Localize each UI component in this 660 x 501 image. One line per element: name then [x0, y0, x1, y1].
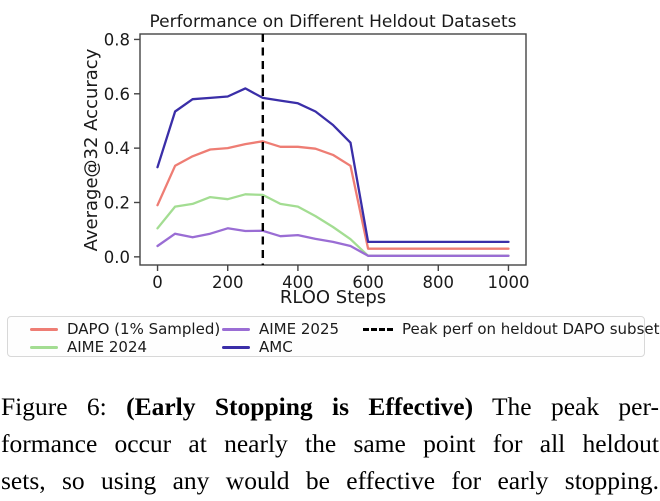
legend-entry-amc: AMC — [222, 338, 293, 356]
caption-figure-number: Figure 6: — [1, 392, 127, 421]
svg-text:0.6: 0.6 — [104, 85, 130, 104]
svg-text:800: 800 — [423, 273, 455, 292]
figure-caption: Figure 6: (Early Stopping is Effective) … — [1, 388, 659, 499]
legend-label-aime2024: AIME 2024 — [67, 338, 148, 356]
svg-text:0.8: 0.8 — [104, 30, 130, 49]
aime2024-line-sample-icon — [30, 345, 58, 349]
chart-title: Performance on Different Heldout Dataset… — [149, 12, 516, 32]
plot-area: 0 200 400 600 800 1000 0.0 0.2 0.4 0.6 0.8 — [104, 30, 530, 292]
dapo-line-sample-icon — [30, 327, 58, 331]
chart-legend: DAPO (1% Sampled) AIME 2024 AIME 2025 AM… — [7, 316, 660, 357]
line-chart: Performance on Different Heldout Dataset… — [81, 12, 530, 308]
caption-line-2: formance occur at nearly the same point … — [1, 425, 659, 462]
legend-label-aime2025: AIME 2025 — [259, 320, 340, 338]
legend-entry-aime2025: AIME 2025 — [222, 320, 340, 338]
svg-text:1000: 1000 — [487, 273, 529, 292]
svg-text:200: 200 — [212, 273, 244, 292]
amc-line-sample-icon — [222, 345, 250, 349]
legend-label-peak-vline: Peak perf on heldout DAPO subset — [402, 320, 660, 338]
svg-text:400: 400 — [282, 273, 314, 292]
x-axis-label: RLOO Steps — [280, 287, 386, 308]
legend-entry-aime2024: AIME 2024 — [30, 338, 148, 356]
legend-label-amc: AMC — [259, 338, 293, 356]
svg-text:600: 600 — [352, 273, 384, 292]
caption-text-1: The peak per- — [473, 392, 659, 421]
caption-line-3: sets, so using any would be effective fo… — [1, 462, 659, 499]
svg-text:0.4: 0.4 — [104, 139, 130, 158]
svg-text:0.0: 0.0 — [104, 248, 130, 267]
caption-text-3: sets, so using any would be effective fo… — [1, 466, 659, 495]
dashed-line-sample-icon — [363, 327, 393, 331]
svg-text:0.2: 0.2 — [104, 193, 130, 212]
svg-text:0: 0 — [152, 273, 163, 292]
legend-entry-peak-vline: Peak perf on heldout DAPO subset — [363, 320, 660, 338]
caption-text-2: formance occur at nearly the same point … — [1, 429, 659, 458]
legend-entry-dapo: DAPO (1% Sampled) — [30, 320, 221, 338]
y-axis-label: Average@32 Accuracy — [81, 48, 102, 251]
aime2025-line-sample-icon — [222, 327, 250, 331]
caption-bold-title: (Early Stopping is Effective) — [126, 392, 474, 421]
caption-line-1: Figure 6: (Early Stopping is Effective) … — [1, 388, 659, 425]
legend-label-dapo: DAPO (1% Sampled) — [67, 320, 221, 338]
